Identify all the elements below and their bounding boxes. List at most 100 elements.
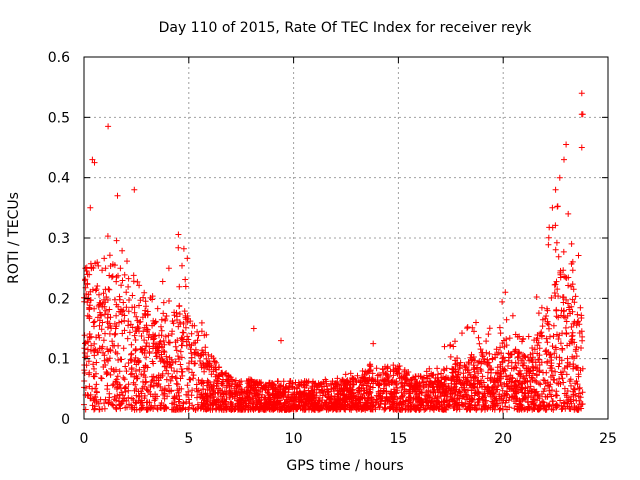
data-point [141, 350, 148, 357]
data-point [143, 378, 150, 385]
data-point [128, 357, 135, 364]
data-point [427, 379, 434, 386]
data-point [210, 394, 217, 401]
data-point [91, 373, 98, 380]
data-point [174, 387, 181, 394]
data-point [487, 374, 494, 381]
data-point [118, 389, 125, 396]
data-point [252, 404, 259, 411]
data-point [552, 281, 559, 288]
data-point [200, 351, 207, 358]
data-point [514, 406, 521, 413]
data-point [361, 387, 368, 394]
data-point [291, 393, 298, 400]
data-point [118, 306, 124, 313]
data-point [547, 391, 554, 398]
data-point [302, 398, 309, 405]
data-point [342, 402, 349, 409]
data-point [210, 388, 216, 395]
data-point [324, 404, 331, 411]
data-point [483, 338, 490, 345]
data-point [370, 340, 377, 347]
data-point [533, 372, 540, 379]
data-point [90, 396, 97, 403]
data-point [557, 269, 564, 276]
data-point [566, 378, 573, 385]
data-point [367, 361, 374, 368]
data-point [406, 386, 413, 393]
data-point [141, 289, 148, 296]
data-point [380, 388, 387, 395]
data-point [473, 365, 480, 372]
data-point [327, 395, 334, 402]
data-point [122, 388, 129, 395]
data-point [531, 386, 537, 393]
data-point [513, 396, 520, 402]
data-point [372, 404, 379, 411]
data-point [173, 347, 180, 354]
data-point [161, 349, 168, 356]
data-point [537, 381, 544, 388]
data-point [265, 401, 272, 408]
data-point [313, 394, 320, 401]
data-point [360, 402, 366, 408]
data-point [130, 272, 137, 279]
data-point [161, 341, 168, 348]
data-point [556, 360, 563, 367]
data-point [123, 304, 130, 311]
data-point [430, 371, 437, 378]
data-point [181, 308, 188, 315]
data-point [214, 375, 221, 382]
data-point [134, 357, 141, 364]
data-point [198, 328, 205, 335]
data-point [327, 403, 334, 410]
data-point [269, 391, 276, 398]
data-point [242, 397, 249, 404]
data-point [344, 388, 350, 394]
data-point [287, 398, 294, 405]
data-point [441, 380, 448, 387]
data-point [194, 328, 201, 335]
data-point [169, 400, 176, 407]
data-point [99, 267, 106, 274]
data-point [554, 286, 561, 293]
data-point [413, 386, 419, 393]
data-point [142, 374, 149, 381]
x-tick-label: 10 [285, 431, 303, 447]
data-point [531, 405, 538, 412]
data-point [426, 365, 433, 372]
data-point [276, 382, 283, 389]
data-point [505, 363, 511, 369]
data-point [499, 340, 506, 347]
data-point [418, 390, 425, 396]
data-point [137, 297, 144, 304]
data-point [141, 368, 148, 375]
data-point [101, 352, 108, 359]
data-point [201, 332, 208, 339]
data-point [553, 354, 560, 361]
data-point [575, 393, 582, 400]
data-point [484, 383, 491, 390]
data-point [469, 396, 476, 403]
data-point [250, 325, 257, 332]
data-point [434, 400, 441, 407]
data-point [104, 370, 111, 377]
data-point [386, 381, 393, 388]
data-point [512, 400, 519, 407]
data-point [150, 383, 157, 390]
data-point [176, 402, 183, 409]
data-point [213, 359, 220, 366]
data-point [575, 318, 582, 325]
data-point [86, 313, 93, 320]
data-point [105, 348, 112, 355]
data-point [568, 382, 574, 389]
data-point [569, 281, 576, 288]
data-point [176, 392, 182, 399]
data-point [555, 253, 562, 260]
data-point [153, 374, 160, 381]
data-point [528, 401, 535, 408]
data-point [365, 389, 371, 396]
data-point [553, 278, 560, 285]
data-point [442, 388, 449, 395]
data-point [409, 382, 416, 388]
